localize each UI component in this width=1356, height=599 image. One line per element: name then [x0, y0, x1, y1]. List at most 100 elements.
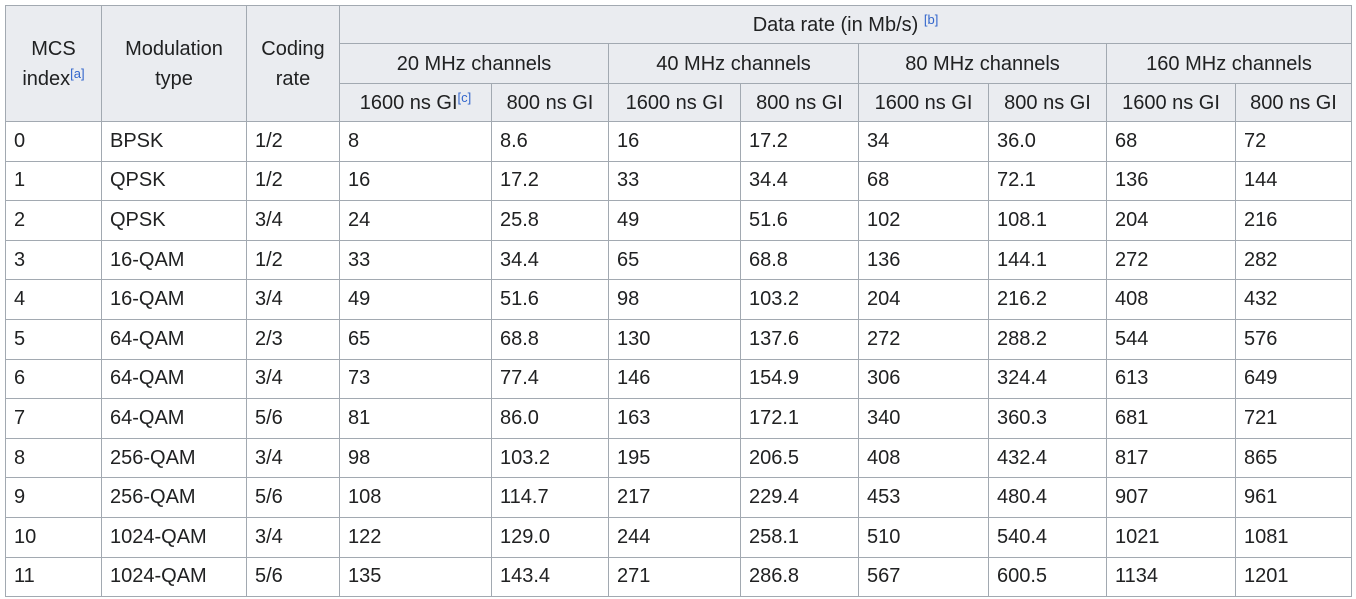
table-cell: 258.1: [740, 516, 859, 558]
table-cell: 136: [858, 239, 989, 281]
channel-header: 80 MHz channels: [858, 43, 1107, 84]
table-cell: 324.4: [988, 358, 1107, 400]
table-cell: 2: [5, 200, 102, 241]
table-cell: 1: [5, 160, 102, 202]
table-cell: 206.5: [740, 437, 859, 479]
table-cell: 244: [608, 516, 741, 558]
table-cell: 51.6: [491, 279, 609, 320]
header-text: 800 ns GI: [1004, 91, 1091, 114]
table-cell: 114.7: [491, 477, 609, 518]
table-cell: 288.2: [988, 318, 1107, 360]
table-cell: 64-QAM: [101, 398, 247, 439]
header-cell: Coding rate: [246, 5, 340, 122]
table-cell: 146: [608, 358, 741, 400]
table-row: 1 QPSK 1/2 16 17.2 33 34.4 68 72.1 136 144: [5, 160, 1353, 202]
header-text: Coding rate: [261, 37, 325, 90]
table-cell: 103.2: [491, 437, 609, 479]
gi-header: 1600 ns GI: [1106, 83, 1236, 122]
table-cell: 163: [608, 398, 741, 439]
table-cell: 282: [1234, 239, 1353, 281]
header-text: Modulation type: [125, 37, 223, 90]
table-cell: 17.2: [740, 121, 859, 162]
table-row: 7 64-QAM 5/6 81 86.0 163 172.1 340 360.3 681 721: [5, 398, 1353, 439]
footnote-link[interactable]: [a]: [70, 65, 85, 81]
table-cell: 65: [339, 318, 492, 360]
table-cell: 137.6: [740, 318, 859, 360]
table-cell: 216: [1234, 200, 1353, 241]
table-cell: 649: [1234, 358, 1353, 400]
table-row: 4 16-QAM 3/4 49 51.6 98 103.2 204 216.2 408 432: [5, 279, 1353, 320]
table-cell: 4: [5, 279, 102, 320]
table-cell: 306: [858, 358, 989, 400]
table-cell: 33: [608, 160, 741, 202]
table-cell: 68.8: [491, 318, 609, 360]
table-cell: 5/6: [246, 556, 340, 598]
footnote-link[interactable]: [b]: [923, 11, 939, 27]
footnote-link[interactable]: [c]: [457, 89, 472, 105]
table-row: 3 16-QAM 1/2 33 34.4 65 68.8 136 144.1 272 282: [5, 239, 1353, 281]
table-cell: 68: [1106, 121, 1236, 162]
header-text: 1600 ns GI: [359, 91, 458, 114]
table-cell: 81: [339, 398, 492, 439]
table-row: 11 1024-QAM 5/6 135 143.4 271 286.8 567 600.5 113…: [5, 556, 1353, 598]
table-cell: 5: [5, 318, 102, 360]
table-cell: 17.2: [491, 160, 609, 202]
table-cell: 1021: [1106, 516, 1236, 558]
table-cell: 51.6: [740, 200, 859, 241]
table-cell: 73: [339, 358, 492, 400]
table-cell: 195: [608, 437, 741, 479]
table-cell: 129.0: [491, 516, 609, 558]
table-cell: 16: [339, 160, 492, 202]
table-cell: 102: [858, 200, 989, 241]
table-cell: 5/6: [246, 398, 340, 439]
table-cell: 108: [339, 477, 492, 518]
table-cell: 64-QAM: [101, 358, 247, 400]
table-cell: 34.4: [491, 239, 609, 281]
table-cell: 1024-QAM: [101, 556, 247, 598]
table-cell: 613: [1106, 358, 1236, 400]
table-cell: 68: [858, 160, 989, 202]
table-cell: BPSK: [101, 121, 247, 162]
table-cell: 272: [858, 318, 989, 360]
table-row: 10 1024-QAM 3/4 122 129.0 244 258.1 510 540.4 102…: [5, 516, 1353, 558]
table-cell: 103.2: [740, 279, 859, 320]
table-cell: 576: [1234, 318, 1353, 360]
table-cell: 3/4: [246, 437, 340, 479]
table-cell: 0: [5, 121, 102, 162]
table-row: 6 64-QAM 3/4 73 77.4 146 154.9 306 324.4 613 649: [5, 358, 1353, 400]
table-cell: 143.4: [491, 556, 609, 598]
table-cell: 64-QAM: [101, 318, 247, 360]
table-cell: 3/4: [246, 279, 340, 320]
table-cell: 7: [5, 398, 102, 439]
table-cell: 1/2: [246, 121, 340, 162]
table-cell: 3/4: [246, 358, 340, 400]
table-cell: 34: [858, 121, 989, 162]
table-cell: 256-QAM: [101, 437, 247, 479]
table-cell: 9: [5, 477, 102, 518]
header-text: Data rate (in Mb/s): [752, 13, 919, 36]
table-cell: 2/3: [246, 318, 340, 360]
table-cell: 540.4: [988, 516, 1107, 558]
table-cell: 86.0: [491, 398, 609, 439]
table-cell: 49: [339, 279, 492, 320]
table-cell: 510: [858, 516, 989, 558]
table-row: 2 QPSK 3/4 24 25.8 49 51.6 102 108.1 204 216: [5, 200, 1353, 241]
table-cell: 204: [1106, 200, 1236, 241]
table-cell: 453: [858, 477, 989, 518]
table-cell: 34.4: [740, 160, 859, 202]
table-cell: 286.8: [740, 556, 859, 598]
table-cell: 408: [1106, 279, 1236, 320]
table-cell: 817: [1106, 437, 1236, 479]
table-cell: 72.1: [988, 160, 1107, 202]
table-cell: 108.1: [988, 200, 1107, 241]
table-cell: 11: [5, 556, 102, 598]
table-cell: 567: [858, 556, 989, 598]
table-cell: 480.4: [988, 477, 1107, 518]
table-cell: 360.3: [988, 398, 1107, 439]
table-cell: 16-QAM: [101, 239, 247, 281]
table-cell: 135: [339, 556, 492, 598]
gi-header: 800 ns GI: [740, 83, 859, 122]
header-text: 800 ns GI: [1250, 91, 1337, 114]
table-cell: 1201: [1234, 556, 1353, 598]
